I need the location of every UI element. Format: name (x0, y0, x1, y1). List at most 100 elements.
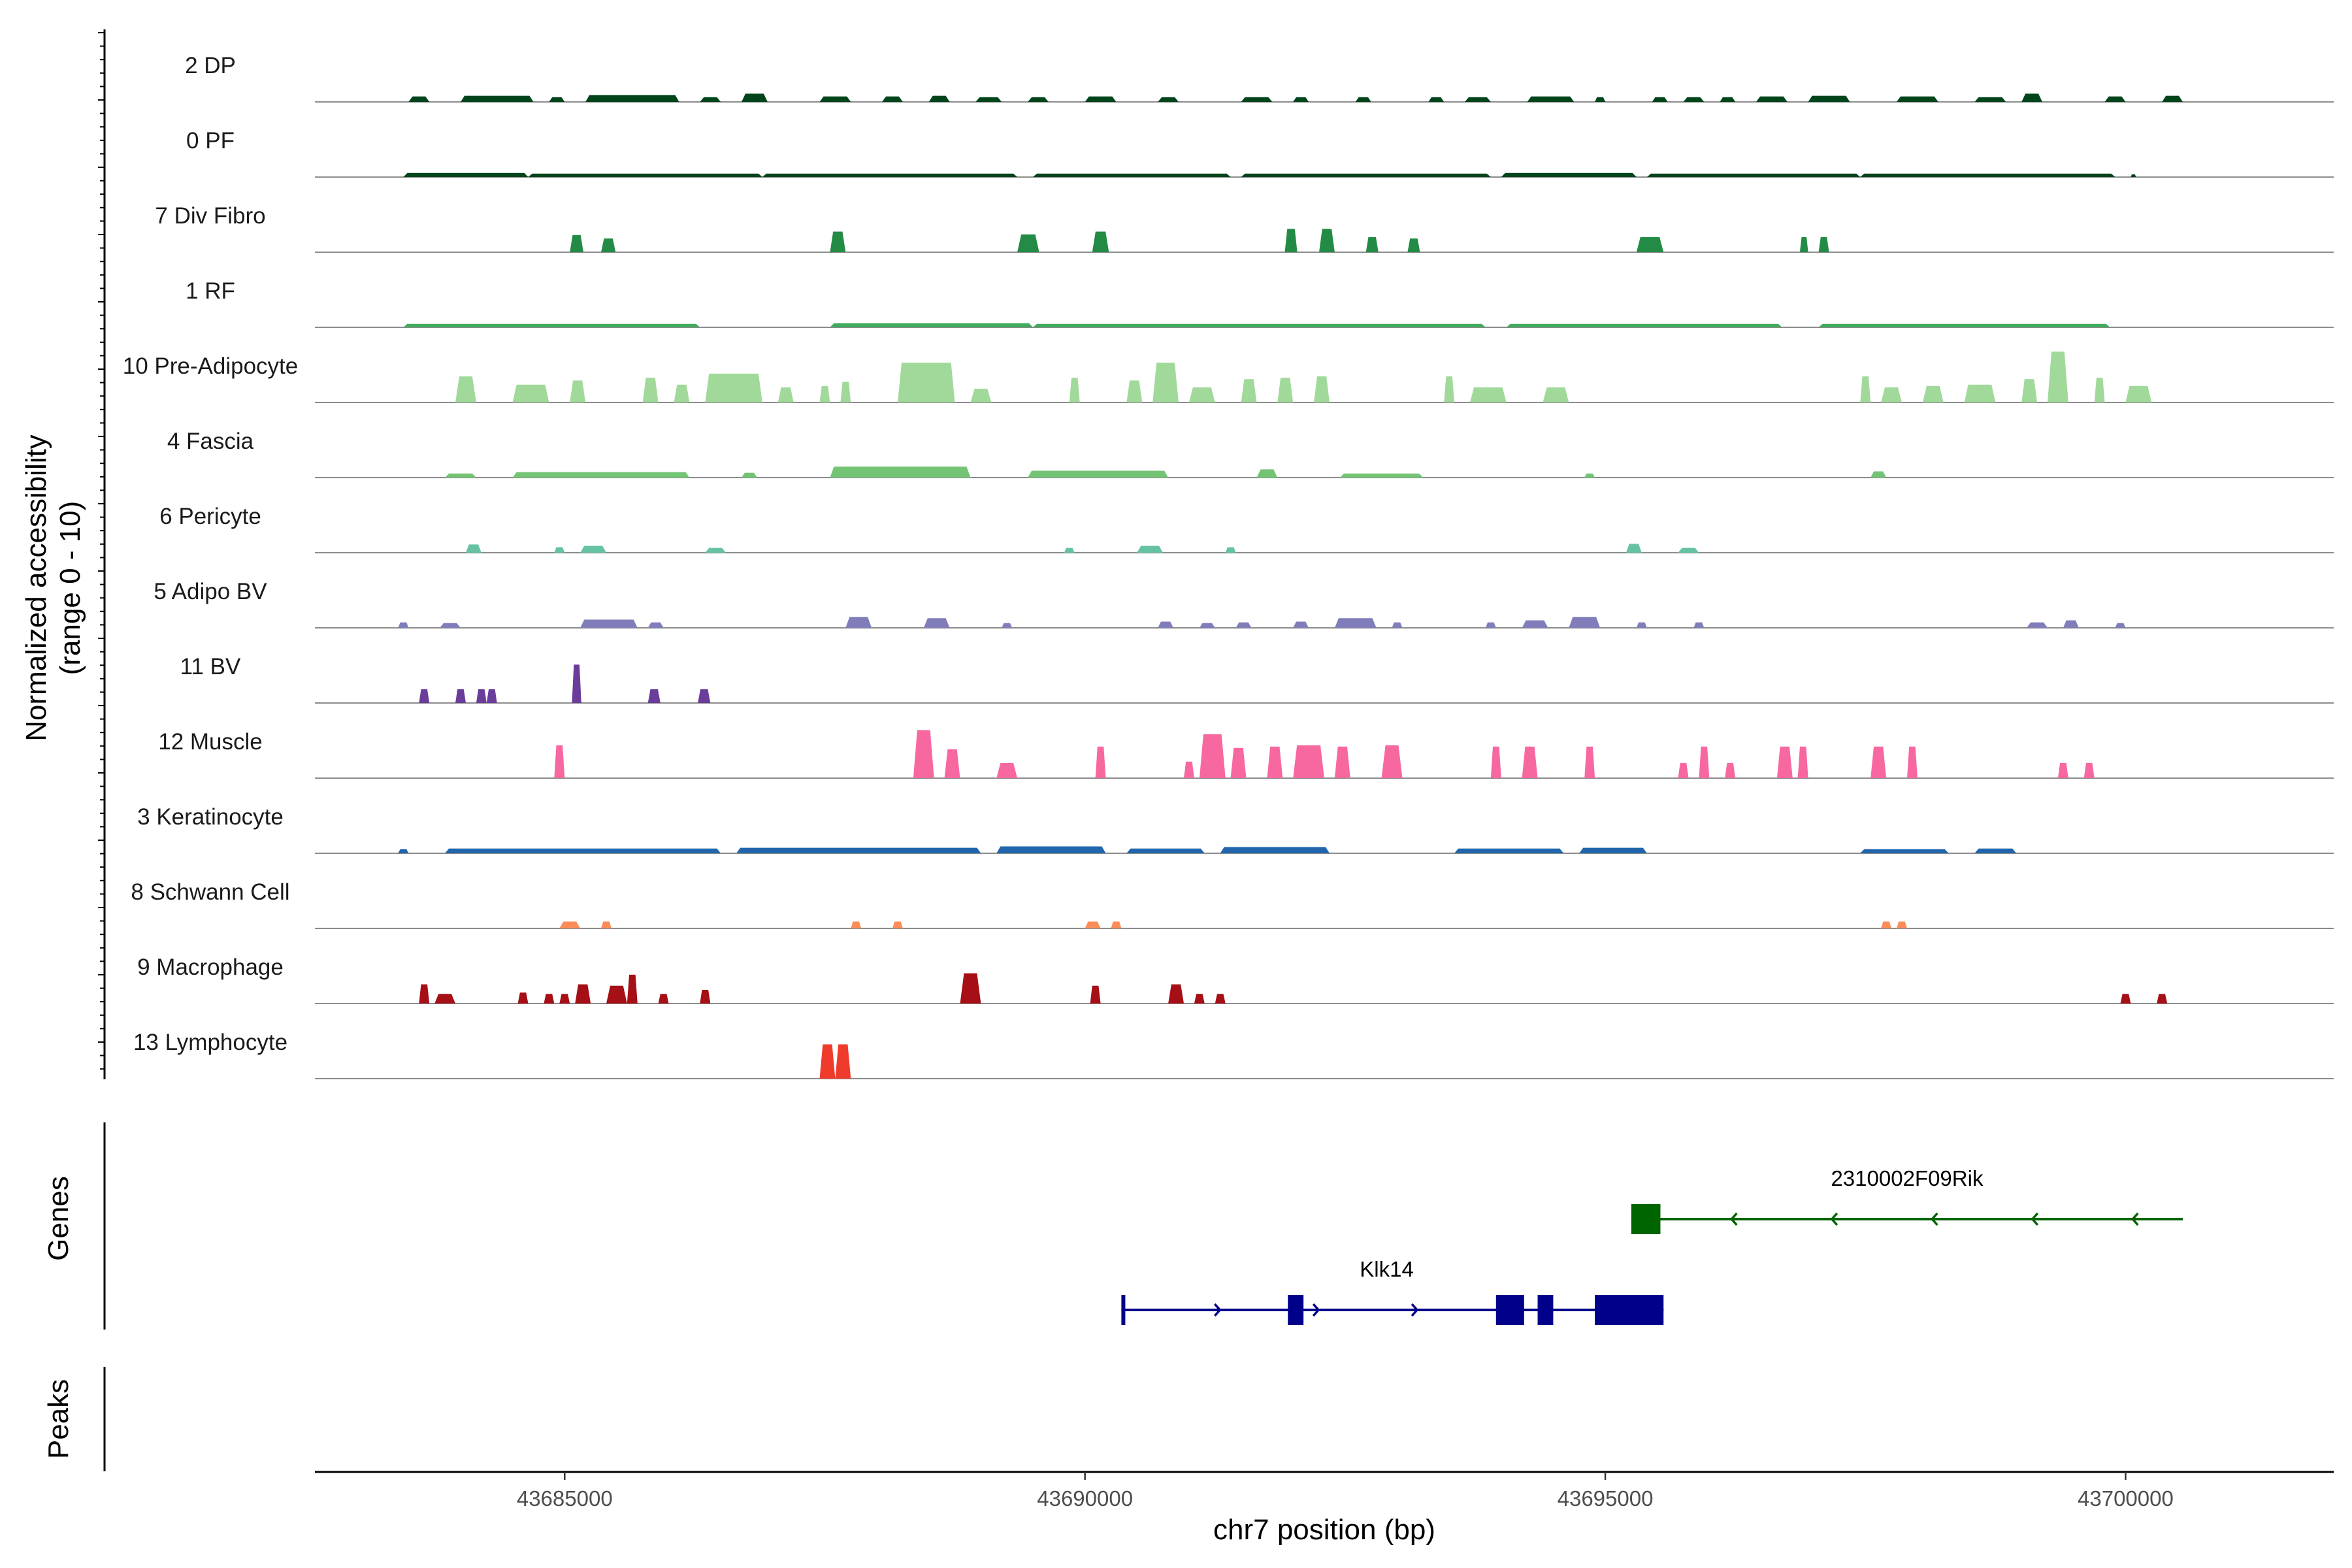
coverage-peak (1339, 473, 1424, 478)
coverage-peak (913, 730, 934, 778)
strand-arrow (2031, 1212, 2039, 1226)
track-label: 10 Pre-Adipocyte (123, 353, 298, 379)
coverage-peak (1199, 734, 1226, 778)
coverage-peak (835, 1044, 851, 1079)
coverage-peak (419, 689, 430, 703)
coverage-peak (762, 173, 1018, 177)
x-axis-title: chr7 position (bp) (1213, 1514, 1435, 1546)
track-3-keratinocyte: 3 Keratinocyte (137, 804, 2334, 854)
coverage-peak (1017, 234, 1039, 252)
coverage-peak (923, 618, 950, 628)
coverage-peak (517, 992, 529, 1004)
coverage-peak (1085, 921, 1101, 928)
coverage-peak (419, 984, 430, 1004)
peaks-panel-label: Peaks (42, 1379, 74, 1459)
coverage-peak (2094, 378, 2105, 402)
coverage-peak (1111, 921, 1122, 928)
coverage-peak (1579, 847, 1647, 853)
coverage-peak (1522, 746, 1538, 778)
coverage-peak (2048, 351, 2068, 402)
coverage-peak (455, 689, 466, 703)
coverage-peak (1392, 622, 1403, 628)
track-label: 9 Macrophage (137, 955, 284, 980)
coverage-peak (830, 323, 1033, 327)
y-axis-title-line1: Normalized accessibility (20, 434, 52, 741)
gene-annotation-panel: 2310002F09Rik Klk14 (1121, 1166, 2183, 1325)
track-label: 7 Div Fibro (155, 203, 265, 229)
coverage-peak (1652, 97, 1668, 102)
coverage-peak (1334, 618, 1377, 628)
coverage-peak (2021, 379, 2038, 402)
coverage-peak (1974, 97, 2006, 102)
coverage-peak (1334, 746, 1350, 778)
coverage-peak (840, 382, 851, 402)
coverage-peak (1922, 385, 1944, 402)
coverage-peak (851, 921, 862, 928)
strand-arrow (1930, 1212, 1938, 1226)
coverage-peak (1126, 848, 1205, 853)
coverage-peak (1365, 237, 1379, 252)
track-9-macrophage: 9 Macrophage (137, 955, 2334, 1004)
genes-panel-label: Genes (42, 1176, 74, 1261)
track-8-schwann-cell: 8 Schwann Cell (131, 879, 2334, 929)
coverage-peak (440, 623, 461, 628)
coverage-peak (1501, 172, 1637, 177)
coverage-peak (892, 921, 903, 928)
coverage-peak (1230, 747, 1247, 778)
coverage-peak (1584, 473, 1595, 478)
coverage-peak (2083, 762, 2095, 778)
coverage-peak (1092, 231, 1109, 252)
coverage-peak (1002, 623, 1013, 628)
coverage-peak (403, 172, 529, 177)
coverage-peak (996, 846, 1106, 853)
track-11-bv: 11 BV (180, 654, 2334, 704)
coverage-peak (705, 373, 762, 402)
coverage-peak (2104, 96, 2126, 102)
coverage-peak (700, 990, 711, 1004)
coverage-peak (572, 664, 581, 703)
coverage-peak (1678, 547, 1699, 553)
coverage-peak (1465, 97, 1491, 102)
coverage-peak (554, 745, 565, 778)
track-label: 3 Keratinocyte (137, 804, 284, 830)
x-tick-label: 43685000 (517, 1486, 613, 1511)
coverage-peak (1284, 229, 1298, 252)
coverage-peak (570, 235, 583, 252)
coverage-peak (647, 689, 661, 703)
coverage-peak (830, 231, 846, 252)
coverage-peak (512, 384, 549, 402)
track-label: 2 DP (185, 53, 236, 78)
track-label: 5 Adipo BV (154, 579, 267, 604)
coverage-peak (1797, 746, 1808, 778)
coverage-peak (1090, 985, 1101, 1004)
coverage-peak (1225, 547, 1236, 553)
coverage-peak (928, 95, 950, 102)
coverage-peak (898, 363, 955, 402)
coverage-peak (512, 472, 690, 478)
coverage-peak (1028, 97, 1049, 102)
coverage-peak (1485, 622, 1496, 628)
coverage-peak (398, 849, 409, 853)
coverage-peak (819, 385, 830, 402)
coverage-peak (705, 547, 727, 553)
coverage-peak (970, 389, 992, 402)
coverage-peak (580, 619, 638, 628)
coverage-peak (1756, 96, 1788, 102)
coverage-peak (1314, 376, 1330, 402)
coverage-peak (882, 96, 903, 102)
coverage-peak (1636, 237, 1664, 252)
coverage-peak (1595, 97, 1606, 102)
coverage-peak (1168, 984, 1184, 1004)
exon-block (1537, 1295, 1554, 1325)
coverage-peak (960, 973, 981, 1004)
coverage-peak (580, 546, 606, 553)
coverage-peak (830, 466, 971, 478)
coverage-peak (445, 848, 721, 853)
exon-block (1595, 1295, 1664, 1325)
coverage-peak (466, 544, 482, 553)
coverage-peak (944, 749, 960, 778)
coverage-peak (2131, 174, 2136, 177)
coverage-peak (486, 689, 497, 703)
gene-label: 2310002F09Rik (1831, 1166, 1983, 1190)
coverage-peak (742, 472, 757, 478)
